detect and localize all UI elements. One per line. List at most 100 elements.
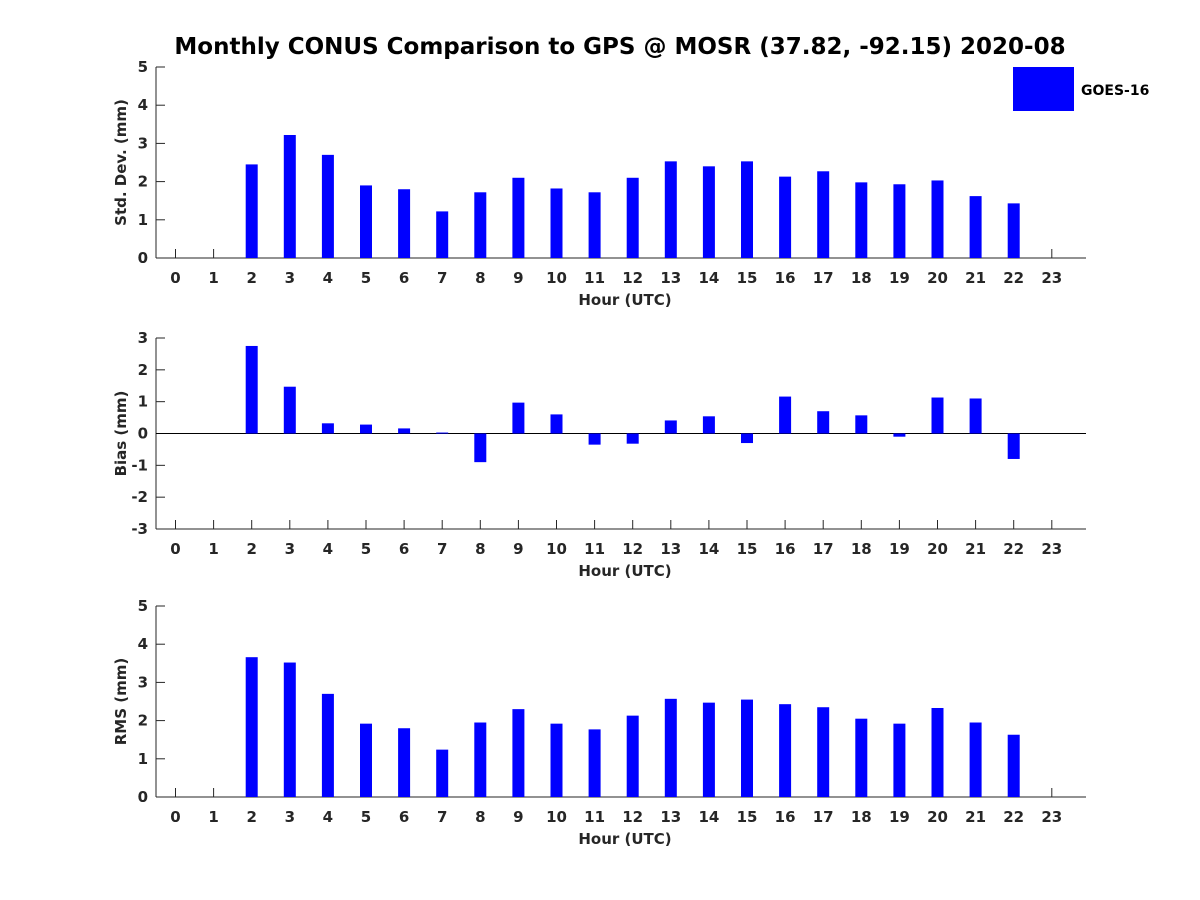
y-tick-label: 4 — [138, 96, 148, 114]
bar — [741, 433, 753, 444]
y-tick-label: 2 — [138, 361, 148, 379]
x-tick-label: 3 — [285, 540, 295, 558]
bar — [741, 699, 753, 797]
x-tick-label: 17 — [813, 540, 834, 558]
x-tick-label: 7 — [437, 540, 447, 558]
x-tick-label: 6 — [399, 808, 409, 826]
y-tick-label: 2 — [138, 173, 148, 191]
x-axis-label: Hour (UTC) — [578, 830, 671, 848]
x-tick-label: 19 — [889, 808, 910, 826]
y-tick-label: 1 — [138, 393, 148, 411]
bar — [245, 657, 258, 797]
x-tick-label: 22 — [1003, 269, 1024, 287]
x-tick-label: 21 — [965, 808, 986, 826]
bar — [817, 171, 830, 258]
y-tick-label: 3 — [138, 673, 148, 691]
bar — [817, 411, 830, 434]
x-tick-label: 11 — [584, 808, 605, 826]
bar — [436, 749, 449, 797]
bar — [550, 188, 563, 258]
bar — [664, 420, 677, 434]
y-tick-label: 3 — [138, 134, 148, 152]
bar — [664, 161, 677, 258]
x-tick-label: 14 — [698, 269, 719, 287]
x-tick-label: 13 — [660, 540, 681, 558]
bar — [588, 433, 601, 445]
x-tick-label: 10 — [546, 808, 567, 826]
bar — [588, 729, 601, 797]
x-tick-label: 10 — [546, 269, 567, 287]
x-tick-label: 3 — [285, 269, 295, 287]
chart-title: Monthly CONUS Comparison to GPS @ MOSR (… — [174, 34, 1065, 60]
bar — [779, 704, 792, 797]
bar — [245, 345, 258, 434]
bar — [360, 723, 372, 797]
y-tick-label: 1 — [138, 750, 148, 768]
y-tick-label: -1 — [131, 456, 148, 474]
bar — [550, 723, 563, 797]
bar — [321, 423, 334, 434]
x-tick-label: 7 — [437, 808, 447, 826]
x-tick-label: 6 — [399, 269, 409, 287]
x-tick-label: 20 — [927, 808, 948, 826]
bar — [626, 177, 639, 258]
x-tick-label: 15 — [737, 269, 758, 287]
x-tick-label: 1 — [208, 808, 218, 826]
bar — [664, 698, 677, 797]
bar — [702, 416, 715, 434]
legend: GOES-16 — [1013, 67, 1149, 111]
x-tick-label: 15 — [737, 540, 758, 558]
bar — [474, 722, 487, 797]
bar — [512, 177, 525, 258]
bar — [321, 154, 334, 258]
bar — [931, 707, 944, 797]
x-tick-label: 19 — [889, 540, 910, 558]
x-tick-label: 23 — [1041, 808, 1062, 826]
bar — [512, 402, 525, 434]
x-tick-label: 0 — [170, 808, 180, 826]
bar — [398, 428, 411, 434]
x-tick-label: 14 — [698, 808, 719, 826]
bar — [626, 715, 639, 797]
bar — [893, 184, 906, 258]
y-tick-label: 5 — [138, 597, 148, 615]
bar — [741, 161, 753, 258]
x-tick-label: 4 — [323, 269, 333, 287]
bar — [321, 693, 334, 797]
x-tick-label: 9 — [513, 808, 523, 826]
bar — [398, 189, 411, 258]
x-tick-label: 7 — [437, 269, 447, 287]
bar — [702, 166, 715, 258]
bar — [779, 176, 792, 258]
y-tick-label: 1 — [138, 211, 148, 229]
x-tick-label: 8 — [475, 808, 485, 826]
x-axis-label: Hour (UTC) — [578, 562, 671, 580]
bar — [283, 662, 296, 797]
x-tick-label: 0 — [170, 269, 180, 287]
x-tick-label: 8 — [475, 540, 485, 558]
bar — [436, 432, 449, 434]
x-tick-label: 8 — [475, 269, 485, 287]
x-tick-label: 14 — [698, 540, 719, 558]
x-tick-label: 16 — [775, 808, 796, 826]
bar — [855, 182, 868, 258]
bar — [855, 415, 868, 434]
x-tick-label: 4 — [323, 808, 333, 826]
bar — [855, 718, 868, 797]
y-axis-label: Bias (mm) — [112, 391, 130, 477]
legend-label: GOES-16 — [1081, 83, 1149, 99]
bar — [283, 134, 296, 258]
bar — [817, 707, 830, 797]
bar — [512, 709, 525, 797]
y-tick-label: -2 — [131, 488, 148, 506]
x-tick-label: 4 — [323, 540, 333, 558]
y-tick-label: 4 — [138, 635, 148, 653]
bar — [626, 433, 639, 444]
x-tick-label: 1 — [208, 540, 218, 558]
x-tick-label: 1 — [208, 269, 218, 287]
x-tick-label: 13 — [660, 269, 681, 287]
y-tick-label: 0 — [138, 425, 148, 443]
